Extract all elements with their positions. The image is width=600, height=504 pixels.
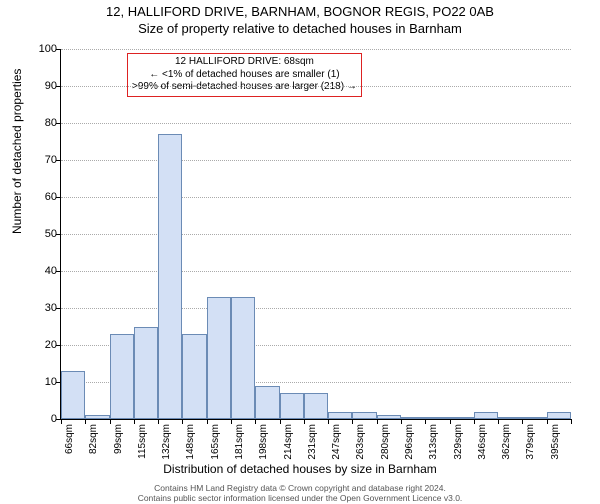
gridline — [61, 234, 571, 235]
xtick-mark — [425, 419, 426, 424]
histogram-bar — [377, 415, 401, 419]
xtick-mark — [158, 419, 159, 424]
xtick-label: 148sqm — [185, 424, 196, 460]
annotation-line2: ← <1% of detached houses are smaller (1) — [132, 69, 357, 82]
xtick-label: 247sqm — [331, 424, 342, 460]
xtick-mark — [231, 419, 232, 424]
chart-area: 12 HALLIFORD DRIVE: 68sqm ← <1% of detac… — [60, 49, 570, 419]
histogram-bar — [498, 417, 522, 419]
gridline — [61, 86, 571, 87]
gridline — [61, 197, 571, 198]
xtick-label: 231sqm — [307, 424, 318, 460]
xtick-mark — [547, 419, 548, 424]
histogram-bar — [158, 134, 182, 419]
xtick-mark — [304, 419, 305, 424]
histogram-bar — [450, 417, 474, 419]
y-axis-label: Number of detached properties — [10, 69, 24, 234]
xtick-label: 346sqm — [477, 424, 488, 460]
ytick-label: 20 — [17, 339, 57, 351]
xtick-mark — [450, 419, 451, 424]
histogram-bar — [255, 386, 279, 419]
annotation-line1: 12 HALLIFORD DRIVE: 68sqm — [132, 56, 357, 69]
xtick-label: 379sqm — [525, 424, 536, 460]
xtick-label: 296sqm — [404, 424, 415, 460]
histogram-bar — [280, 393, 304, 419]
xtick-label: 362sqm — [501, 424, 512, 460]
histogram-bar — [328, 412, 352, 419]
gridline — [61, 160, 571, 161]
histogram-bar — [182, 334, 206, 419]
xtick-mark — [280, 419, 281, 424]
histogram-bar — [352, 412, 376, 419]
xtick-label: 214sqm — [283, 424, 294, 460]
histogram-bar — [304, 393, 328, 419]
footer-line2: Contains public sector information licen… — [0, 494, 600, 503]
ytick-label: 80 — [17, 117, 57, 129]
ytick-label: 60 — [17, 191, 57, 203]
xtick-mark — [61, 419, 62, 424]
xtick-mark — [352, 419, 353, 424]
xtick-mark — [571, 419, 572, 424]
histogram-bar — [522, 417, 546, 419]
ytick-label: 90 — [17, 80, 57, 92]
histogram-bar — [401, 417, 425, 419]
annotation-box: 12 HALLIFORD DRIVE: 68sqm ← <1% of detac… — [127, 53, 362, 97]
xtick-mark — [474, 419, 475, 424]
histogram-bar — [61, 371, 85, 419]
xtick-label: 115sqm — [137, 424, 148, 459]
histogram-bar — [134, 327, 158, 420]
gridline — [61, 308, 571, 309]
ytick-label: 70 — [17, 154, 57, 166]
xtick-mark — [85, 419, 86, 424]
xtick-mark — [255, 419, 256, 424]
xtick-mark — [134, 419, 135, 424]
page-title-line2: Size of property relative to detached ho… — [0, 21, 600, 36]
ytick-label: 50 — [17, 228, 57, 240]
plot-region: 12 HALLIFORD DRIVE: 68sqm ← <1% of detac… — [60, 49, 571, 420]
ytick-label: 0 — [17, 413, 57, 425]
xtick-label: 198sqm — [258, 424, 269, 460]
ytick-label: 40 — [17, 265, 57, 277]
ytick-label: 10 — [17, 376, 57, 388]
histogram-bar — [231, 297, 255, 419]
xtick-label: 165sqm — [210, 424, 221, 460]
xtick-label: 99sqm — [113, 424, 124, 454]
xtick-mark — [522, 419, 523, 424]
xtick-mark — [377, 419, 378, 424]
xtick-label: 263sqm — [355, 424, 366, 460]
histogram-bar — [425, 417, 449, 419]
xtick-label: 280sqm — [380, 424, 391, 460]
gridline — [61, 49, 571, 50]
xtick-mark — [110, 419, 111, 424]
x-axis-label: Distribution of detached houses by size … — [0, 462, 600, 476]
ytick-label: 30 — [17, 302, 57, 314]
histogram-bar — [110, 334, 134, 419]
xtick-label: 181sqm — [234, 424, 245, 460]
xtick-label: 66sqm — [64, 424, 75, 454]
xtick-label: 329sqm — [453, 424, 464, 460]
histogram-bar — [207, 297, 231, 419]
histogram-bar — [474, 412, 498, 419]
histogram-bar — [547, 412, 571, 419]
xtick-mark — [182, 419, 183, 424]
annotation-line3: >99% of semi-detached houses are larger … — [132, 81, 357, 94]
xtick-label: 132sqm — [161, 424, 172, 460]
footer-attribution: Contains HM Land Registry data © Crown c… — [0, 484, 600, 503]
xtick-mark — [328, 419, 329, 424]
page-title-line1: 12, HALLIFORD DRIVE, BARNHAM, BOGNOR REG… — [0, 4, 600, 19]
xtick-mark — [207, 419, 208, 424]
xtick-mark — [498, 419, 499, 424]
ytick-label: 100 — [17, 43, 57, 55]
histogram-bar — [85, 415, 109, 419]
chart-container: 12, HALLIFORD DRIVE, BARNHAM, BOGNOR REG… — [0, 4, 600, 504]
xtick-label: 82sqm — [88, 424, 99, 454]
xtick-label: 313sqm — [428, 424, 439, 460]
gridline — [61, 123, 571, 124]
xtick-mark — [401, 419, 402, 424]
gridline — [61, 271, 571, 272]
xtick-label: 395sqm — [550, 424, 561, 460]
